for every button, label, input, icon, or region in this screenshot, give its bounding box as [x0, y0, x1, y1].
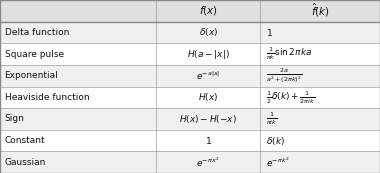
- Text: $\frac{1}{\pi ik}$: $\frac{1}{\pi ik}$: [266, 111, 277, 127]
- Text: $H(a - |x|)$: $H(a - |x|)$: [187, 48, 230, 61]
- Bar: [0, 151, 380, 173]
- Bar: [0, 86, 380, 108]
- Bar: [0, 0, 380, 22]
- Text: $e^{-\pi k^2}$: $e^{-\pi k^2}$: [266, 156, 290, 169]
- Text: $f(x)$: $f(x)$: [199, 4, 217, 17]
- Bar: [0, 130, 380, 151]
- Text: $\frac{1}{\pi k}\sin 2\pi ka$: $\frac{1}{\pi k}\sin 2\pi ka$: [266, 46, 312, 62]
- Text: $e^{-a|x|}$: $e^{-a|x|}$: [196, 70, 220, 82]
- Text: Exponential: Exponential: [5, 71, 58, 80]
- Bar: [0, 22, 380, 43]
- Text: Square pulse: Square pulse: [5, 49, 64, 59]
- Bar: [0, 108, 380, 130]
- Text: Gaussian: Gaussian: [5, 158, 46, 167]
- Text: $1$: $1$: [204, 135, 212, 146]
- Text: $\delta(k)$: $\delta(k)$: [266, 135, 285, 147]
- Text: $e^{-\pi x^2}$: $e^{-\pi x^2}$: [196, 156, 220, 169]
- Text: $1$: $1$: [266, 27, 273, 38]
- Text: $\frac{1}{2}\delta(k) + \frac{1}{2\pi ik}$: $\frac{1}{2}\delta(k) + \frac{1}{2\pi ik…: [266, 89, 315, 106]
- Text: $H(x) - H(-x)$: $H(x) - H(-x)$: [179, 113, 237, 125]
- Text: Sign: Sign: [5, 114, 24, 124]
- Text: Heaviside function: Heaviside function: [5, 93, 89, 102]
- Text: Constant: Constant: [5, 136, 45, 145]
- Text: $\frac{2a}{a^2+(2\pi k)^2}$: $\frac{2a}{a^2+(2\pi k)^2}$: [266, 66, 302, 85]
- Text: Delta function: Delta function: [5, 28, 69, 37]
- Text: $H(x)$: $H(x)$: [198, 91, 218, 103]
- Text: $\hat{f}(k)$: $\hat{f}(k)$: [311, 2, 329, 20]
- Bar: [0, 43, 380, 65]
- Text: $\delta(x)$: $\delta(x)$: [198, 26, 218, 38]
- Bar: [0, 65, 380, 86]
